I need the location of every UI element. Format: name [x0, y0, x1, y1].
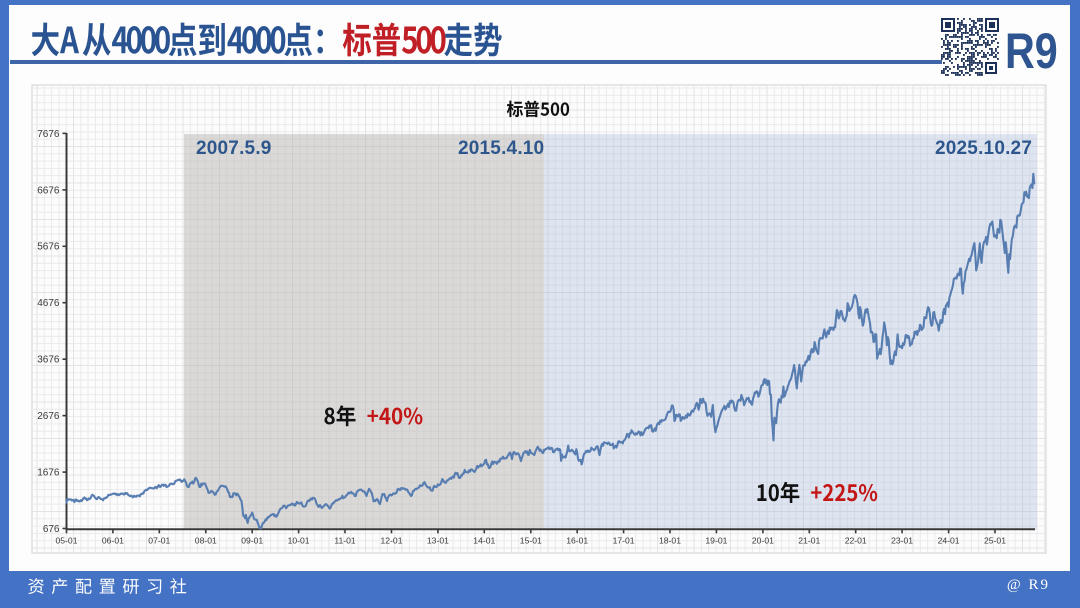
svg-text:4676: 4676: [37, 298, 60, 309]
svg-text:24-01: 24-01: [938, 536, 960, 546]
svg-text:05-01: 05-01: [56, 536, 78, 546]
svg-text:5676: 5676: [37, 242, 60, 253]
svg-text:25-01: 25-01: [984, 536, 1006, 546]
svg-text:16-01: 16-01: [566, 536, 588, 546]
svg-text:20-01: 20-01: [752, 536, 774, 546]
svg-text:1676: 1676: [37, 468, 60, 479]
svg-text:19-01: 19-01: [705, 536, 727, 546]
svg-text:676: 676: [43, 524, 60, 535]
svg-text:3676: 3676: [37, 355, 60, 366]
svg-text:10-01: 10-01: [288, 536, 310, 546]
svg-text:21-01: 21-01: [798, 536, 820, 546]
svg-text:09-01: 09-01: [241, 536, 263, 546]
svg-text:23-01: 23-01: [891, 536, 913, 546]
svg-text:17-01: 17-01: [613, 536, 635, 546]
svg-text:12-01: 12-01: [381, 536, 403, 546]
svg-text:22-01: 22-01: [845, 536, 867, 546]
svg-text:6676: 6676: [37, 185, 60, 196]
svg-text:07-01: 07-01: [148, 536, 170, 546]
svg-text:06-01: 06-01: [102, 536, 124, 546]
svg-text:13-01: 13-01: [427, 536, 449, 546]
svg-text:08-01: 08-01: [195, 536, 217, 546]
svg-text:7676: 7676: [37, 129, 60, 140]
svg-text:18-01: 18-01: [659, 536, 681, 546]
svg-text:2676: 2676: [37, 411, 60, 422]
svg-text:14-01: 14-01: [473, 536, 495, 546]
svg-text:11-01: 11-01: [334, 536, 356, 546]
svg-text:15-01: 15-01: [520, 536, 542, 546]
